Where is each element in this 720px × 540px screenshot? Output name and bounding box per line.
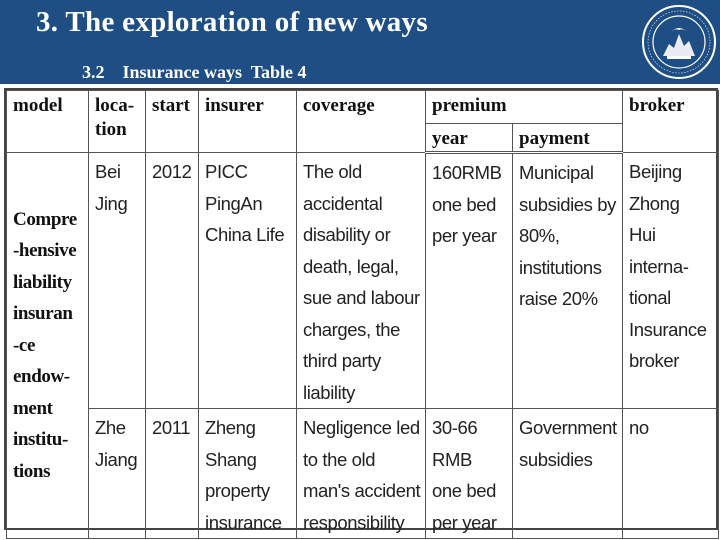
col-header-broker: broker: [622, 90, 719, 153]
cell-line: one bed: [432, 480, 497, 501]
cell-line: Zhe: [95, 417, 126, 438]
cell-line: PICC: [205, 161, 248, 182]
coverage-cell: The old accidental disability or death, …: [296, 152, 426, 409]
cell-line: Negligence led: [303, 417, 420, 438]
cell-line: 80%,: [519, 225, 560, 246]
location-cell: Zhe Jiang: [88, 408, 146, 539]
cell-line: institutions: [519, 256, 602, 278]
insurer-cell: PICC PingAn China Life: [198, 152, 297, 409]
cell-line: subsidies: [519, 448, 593, 470]
cell-line: broker: [629, 350, 680, 371]
model-line: institu-: [13, 429, 68, 451]
model-line: -ce: [13, 334, 35, 356]
premium-payment-cell: Municipal subsidies by 80%, institutions…: [512, 152, 623, 409]
cell-line: tional: [629, 287, 671, 308]
location-cell: Bei Jing: [88, 152, 146, 409]
broker-cell: Beijing Zhong Hui interna- tional Insura…: [622, 152, 719, 409]
slide-header: 3. The exploration of new ways 3.2 Insur…: [0, 0, 720, 84]
cell-line: Insurance: [629, 318, 707, 340]
model-line: liability: [13, 271, 72, 293]
cell-line: Zhong: [629, 192, 680, 214]
premium-year-cell: 30-66 RMB one bed per year: [425, 408, 513, 539]
start-cell: 2012: [145, 152, 199, 409]
start-cell: 2011: [145, 408, 199, 539]
cell-line: Bei: [95, 161, 121, 182]
cell-line: per year: [432, 511, 497, 533]
cell-line: liability: [303, 381, 355, 403]
cell-line: death, legal,: [303, 255, 399, 277]
col-header-coverage: coverage: [296, 90, 426, 153]
university-seal-icon: [642, 5, 716, 79]
cell-line: 2011: [152, 417, 191, 438]
cell-line: Beijing: [629, 161, 682, 182]
cell-line: one bed: [432, 193, 497, 215]
cell-line: Zheng: [205, 417, 256, 438]
cell-line: sue and labour: [303, 287, 420, 308]
insurance-table: model loca- tion start insurer coverage …: [4, 88, 719, 539]
cell-line: raise 20%: [519, 288, 598, 309]
cell-line: 2012: [152, 161, 192, 182]
cell-line: The old: [303, 161, 362, 182]
cell-line: accidental: [303, 192, 383, 214]
cell-line: China Life: [205, 224, 285, 245]
model-line: Compre: [13, 208, 77, 230]
cell-line: PingAn: [205, 192, 263, 214]
insurer-cell: Zheng Shang property insurance: [198, 408, 297, 539]
col-header-payment: payment: [512, 123, 623, 154]
model-line: ment: [13, 397, 53, 419]
col-header-model: model: [6, 90, 89, 153]
model-line: -hensive: [13, 240, 77, 262]
cell-line: 160RMB: [432, 162, 502, 183]
col-header-start: start: [145, 90, 199, 153]
broker-cell: no: [622, 408, 719, 539]
slide-subtitle: 3.2 Insurance ways Table 4: [82, 62, 307, 82]
cell-line: per year: [432, 225, 497, 246]
col-header-premium: premium: [425, 90, 623, 124]
model-line: tions: [13, 460, 51, 482]
cell-line: disability or: [303, 224, 391, 245]
cell-line: responsibility: [303, 511, 405, 533]
model-line: endow-: [13, 366, 70, 388]
cell-line: to the old: [303, 448, 376, 470]
cell-line: man's accident: [303, 480, 421, 501]
cell-line: Jing: [95, 192, 128, 214]
cell-line: 30-66: [432, 417, 478, 438]
model-cell: Compre -hensive liability insuran -ce en…: [6, 152, 89, 539]
cell-line: property: [205, 480, 270, 501]
col-header-insurer: insurer: [198, 90, 297, 153]
premium-payment-cell: Government subsidies: [512, 408, 623, 539]
cell-line: no: [629, 417, 649, 438]
cell-line: Jiang: [95, 448, 138, 470]
cell-line: Shang: [205, 448, 257, 470]
cell-line: Hui: [629, 224, 656, 245]
cell-line: RMB: [432, 448, 472, 470]
cell-line: charges, the: [303, 318, 401, 340]
cell-line: Government: [519, 417, 617, 438]
col-header-year: year: [425, 123, 513, 154]
slide-title: 3. The exploration of new ways: [36, 6, 428, 38]
cell-line: third party: [303, 350, 381, 371]
model-line: insuran: [13, 303, 73, 325]
cell-line: Municipal: [519, 162, 594, 183]
premium-year-cell: 160RMB one bed per year: [425, 152, 513, 409]
cell-line: insurance: [205, 511, 282, 533]
cell-line: subsidies by: [519, 193, 617, 215]
coverage-cell: Negligence led to the old man's accident…: [296, 408, 426, 539]
cell-line: interna-: [629, 255, 689, 277]
col-header-location: loca- tion: [88, 90, 146, 153]
